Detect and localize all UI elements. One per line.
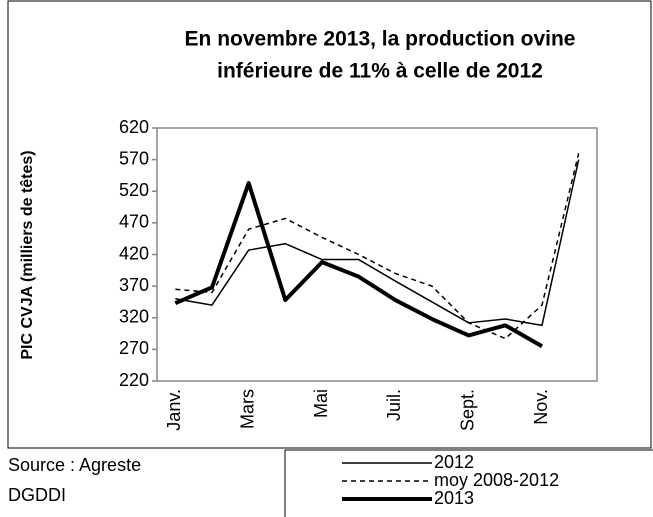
legend-label: moy 2008-2012 bbox=[434, 470, 559, 490]
source: DGDDI bbox=[8, 485, 66, 505]
series-line bbox=[175, 153, 580, 340]
series-line bbox=[175, 159, 580, 327]
y-tick-label: 220 bbox=[119, 370, 149, 390]
x-tick-label: Mai bbox=[311, 389, 331, 418]
y-tick-label: 420 bbox=[119, 243, 149, 263]
y-tick-label: 270 bbox=[119, 338, 149, 358]
legend-label: 2013 bbox=[434, 488, 474, 508]
x-tick-label: Sept. bbox=[457, 389, 477, 431]
chart-title: inférieure de 11% à celle de 2012 bbox=[217, 60, 543, 83]
y-tick-label: 470 bbox=[119, 212, 149, 232]
y-tick-label: 520 bbox=[119, 180, 149, 200]
x-tick-label: Nov. bbox=[531, 389, 551, 425]
y-tick-label: 620 bbox=[119, 117, 149, 137]
y-tick-label: 370 bbox=[119, 275, 149, 295]
y-tick-label: 320 bbox=[119, 307, 149, 327]
y-axis-label: PIC CVJA (milliers de têtes) bbox=[19, 150, 36, 359]
x-tick-label: Juil. bbox=[384, 389, 404, 421]
chart-title: En novembre 2013, la production ovine bbox=[185, 28, 576, 51]
series-line bbox=[174, 181, 543, 348]
legend-label: 2012 bbox=[434, 452, 474, 472]
legend-box bbox=[284, 449, 653, 517]
x-tick-label: Mars bbox=[237, 389, 257, 429]
chart-frame bbox=[7, 0, 652, 449]
source: Source : Agreste bbox=[8, 455, 141, 475]
x-tick-label: Janv. bbox=[164, 389, 184, 431]
y-tick-label: 570 bbox=[119, 148, 149, 168]
